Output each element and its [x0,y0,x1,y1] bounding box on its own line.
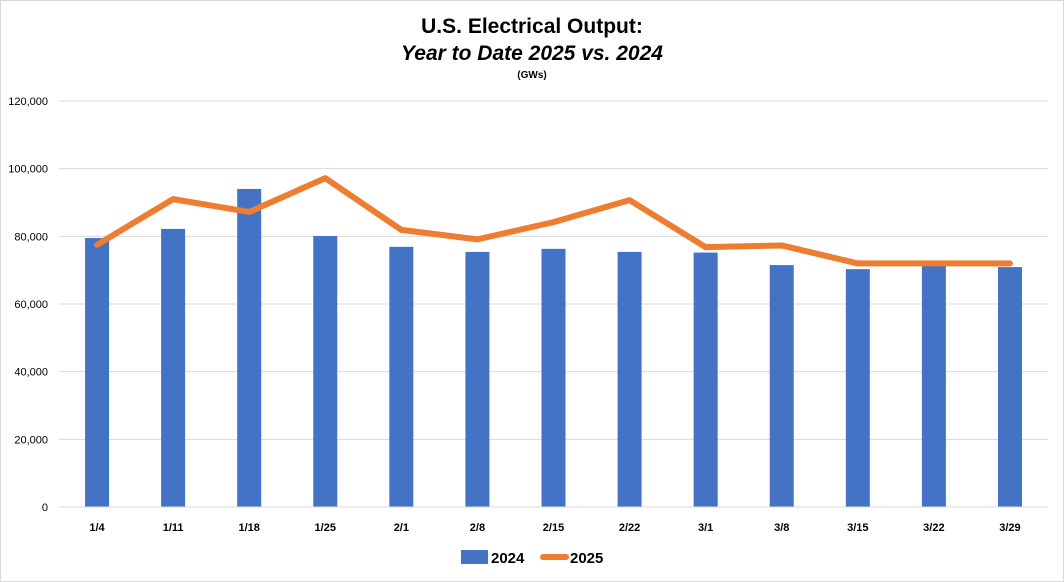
x-tick-label: 2/8 [470,522,485,534]
x-tick-label: 1/4 [89,522,105,534]
bar-2024 [541,248,566,507]
x-tick-label: 3/29 [999,522,1020,534]
x-tick-label: 1/18 [238,522,259,534]
y-axis-ticks: 0 20,000 40,000 60,000 80,000 100,000 120,000 [8,96,48,514]
bar-2024 [997,267,1022,507]
y-tick-label: 120,000 [8,96,48,108]
legend-label-2025: 2025 [570,550,603,567]
bar-2024 [313,235,338,507]
chart-title: U.S. Electrical Output: [421,15,643,38]
x-tick-label: 3/22 [923,522,944,534]
bar-2024 [237,188,262,507]
line-series-2025 [94,175,1013,267]
bar-2024 [465,251,490,507]
x-tick-label: 3/15 [847,522,868,534]
y-tick-label: 20,000 [14,434,48,446]
x-tick-label: 3/8 [774,522,789,534]
x-axis-ticks: 1/4 1/11 1/18 1/25 2/1 2/8 2/15 2/22 3/1 3/8 3/15 3… [89,522,1020,534]
chart-unit-label: (GWs) [517,70,547,81]
legend: 2024 2025 [461,550,603,567]
bar-series-2024 [85,188,1022,508]
bar-2024 [389,246,414,508]
y-tick-label: 40,000 [14,367,48,379]
x-tick-label: 2/22 [619,522,640,534]
x-tick-label: 1/11 [163,522,184,534]
bar-2024 [85,238,110,507]
bar-2024 [693,252,718,507]
bar-2024 [769,265,794,507]
x-tick-label: 2/15 [543,522,564,534]
x-tick-label: 2/1 [394,522,409,534]
x-tick-label: 1/25 [315,522,336,534]
y-tick-label: 60,000 [14,299,48,311]
bar-2024 [921,265,946,507]
y-tick-label: 0 [42,502,48,514]
legend-label-2024: 2024 [491,550,525,567]
y-tick-label: 80,000 [14,231,48,243]
legend-swatch-2024 [461,550,488,564]
line-2025 [94,175,1013,267]
bar-2024 [161,228,186,507]
y-tick-label: 100,000 [8,164,48,176]
chart-subtitle: Year to Date 2025 vs. 2024 [401,42,663,65]
x-tick-label: 3/1 [698,522,713,534]
bar-2024 [845,269,870,507]
bar-2024 [617,251,642,507]
title-block: U.S. Electrical Output: Year to Date 202… [0,14,1064,84]
